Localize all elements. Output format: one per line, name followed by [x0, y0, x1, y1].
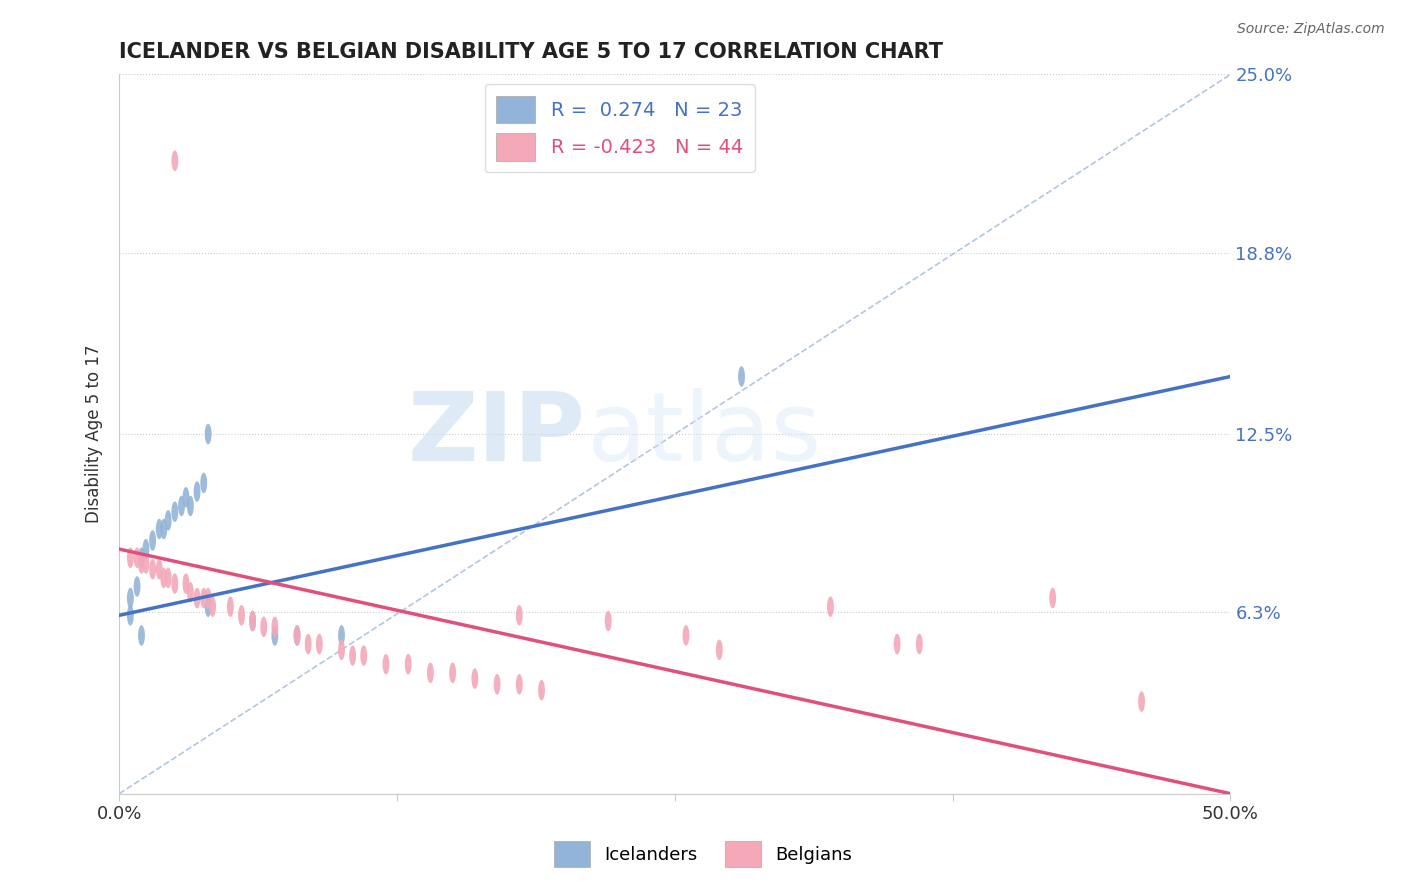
Point [152, 522, 174, 536]
Point [197, 599, 219, 614]
Point [886, 637, 908, 651]
Point [186, 484, 208, 499]
Point [120, 591, 142, 605]
Text: Source: ZipAtlas.com: Source: ZipAtlas.com [1237, 22, 1385, 37]
Point [131, 557, 153, 571]
Text: ZIP: ZIP [408, 387, 586, 481]
Text: atlas: atlas [586, 387, 821, 481]
Point [174, 576, 197, 591]
Point [179, 499, 201, 513]
Point [419, 665, 441, 680]
Point [730, 369, 752, 384]
Point [197, 591, 219, 605]
Point [170, 499, 193, 513]
Point [598, 614, 620, 628]
Text: ICELANDER VS BELGIAN DISABILITY AGE 5 TO 17 CORRELATION CHART: ICELANDER VS BELGIAN DISABILITY AGE 5 TO… [120, 42, 943, 62]
Point [253, 620, 276, 634]
Point [125, 550, 148, 565]
Point [508, 608, 530, 623]
Point [709, 643, 731, 657]
Point [342, 648, 364, 663]
Point [197, 427, 219, 442]
Point [135, 557, 157, 571]
Point [530, 683, 553, 698]
Point [1130, 695, 1153, 709]
Point [142, 562, 165, 576]
Point [486, 677, 509, 691]
Point [263, 628, 285, 642]
Point [193, 475, 215, 490]
Point [163, 153, 186, 168]
Point [242, 614, 264, 628]
Y-axis label: Disability Age 5 to 17: Disability Age 5 to 17 [86, 345, 103, 524]
Legend: R =  0.274   N = 23, R = -0.423   N = 44: R = 0.274 N = 23, R = -0.423 N = 44 [485, 84, 755, 172]
Point [219, 599, 242, 614]
Point [174, 491, 197, 505]
Point [1042, 591, 1064, 605]
Legend: Icelanders, Belgians: Icelanders, Belgians [547, 834, 859, 874]
Point [152, 571, 174, 585]
Point [263, 620, 285, 634]
Point [820, 599, 842, 614]
Point [908, 637, 931, 651]
Point [375, 657, 398, 672]
Point [297, 637, 319, 651]
Point [120, 608, 142, 623]
Point [125, 580, 148, 594]
Point [131, 628, 153, 642]
Point [508, 677, 530, 691]
Point [193, 591, 215, 605]
Point [157, 571, 180, 585]
Point [285, 628, 308, 642]
Point [308, 637, 330, 651]
Point [396, 657, 419, 672]
Point [285, 628, 308, 642]
Point [464, 672, 486, 686]
Point [120, 550, 142, 565]
Point [330, 643, 353, 657]
Point [201, 599, 224, 614]
Point [148, 562, 170, 576]
Point [163, 505, 186, 519]
Point [148, 522, 170, 536]
Point [135, 542, 157, 557]
Point [179, 585, 201, 599]
Point [131, 550, 153, 565]
Point [142, 533, 165, 548]
Point [330, 628, 353, 642]
Point [163, 576, 186, 591]
Point [242, 614, 264, 628]
Point [441, 665, 464, 680]
Point [231, 608, 253, 623]
Point [675, 628, 697, 642]
Point [186, 591, 208, 605]
Point [353, 648, 375, 663]
Point [157, 513, 180, 527]
